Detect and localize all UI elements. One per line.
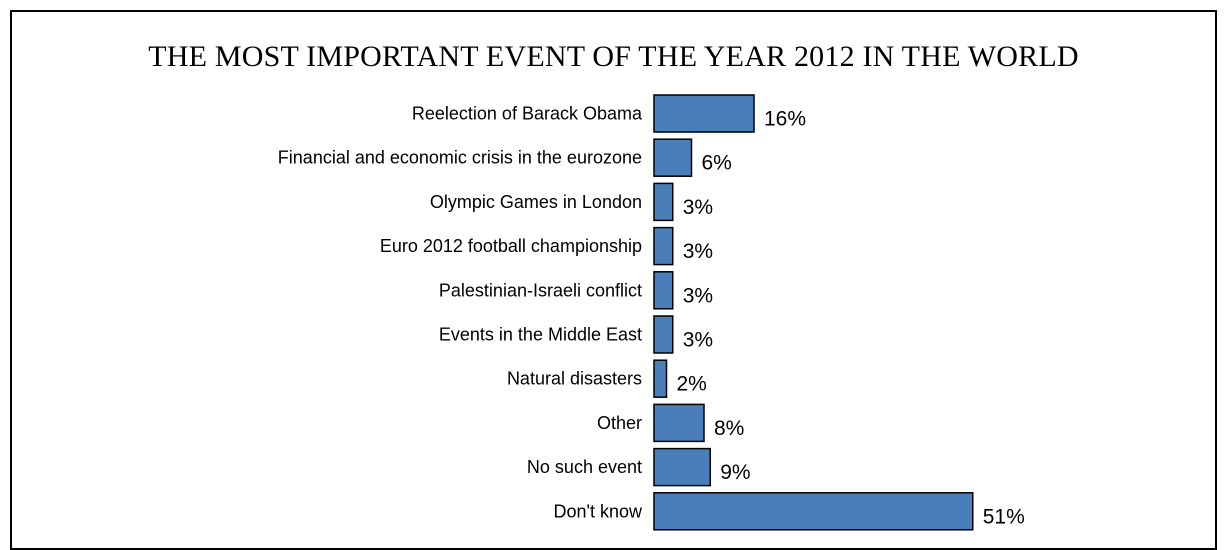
value-label: 3% [683, 240, 713, 263]
category-label: Financial and economic crisis in the eur… [278, 148, 642, 168]
category-label: Events in the Middle East [439, 325, 642, 345]
bar [653, 182, 674, 222]
value-label: 3% [683, 329, 713, 352]
bar [653, 492, 974, 531]
value-label: 3% [683, 284, 713, 307]
value-label: 16% [764, 108, 806, 131]
value-label: 9% [720, 461, 750, 484]
category-label: Euro 2012 football championship [380, 236, 642, 256]
bar [653, 315, 674, 354]
value-label: 6% [702, 152, 732, 175]
bar [653, 271, 674, 310]
category-label: Other [597, 413, 642, 433]
bar [653, 94, 755, 133]
value-label: 8% [714, 417, 744, 440]
category-label: No such event [527, 457, 642, 477]
category-label: Palestinian-Israeli conflict [439, 280, 642, 300]
bar [653, 447, 711, 487]
bar [653, 226, 674, 266]
bar [653, 138, 693, 177]
value-label: 2% [677, 373, 707, 396]
bar [653, 403, 705, 443]
value-label: 3% [683, 196, 713, 219]
category-label: Don't know [554, 501, 643, 521]
category-label: Olympic Games in London [430, 192, 642, 212]
bar [653, 359, 668, 398]
value-label: 51% [983, 505, 1025, 528]
chart-title: THE MOST IMPORTANT EVENT OF THE YEAR 201… [148, 40, 1079, 73]
category-label: Natural disasters [507, 369, 642, 389]
category-label: Reelection of Barack Obama [412, 104, 643, 124]
